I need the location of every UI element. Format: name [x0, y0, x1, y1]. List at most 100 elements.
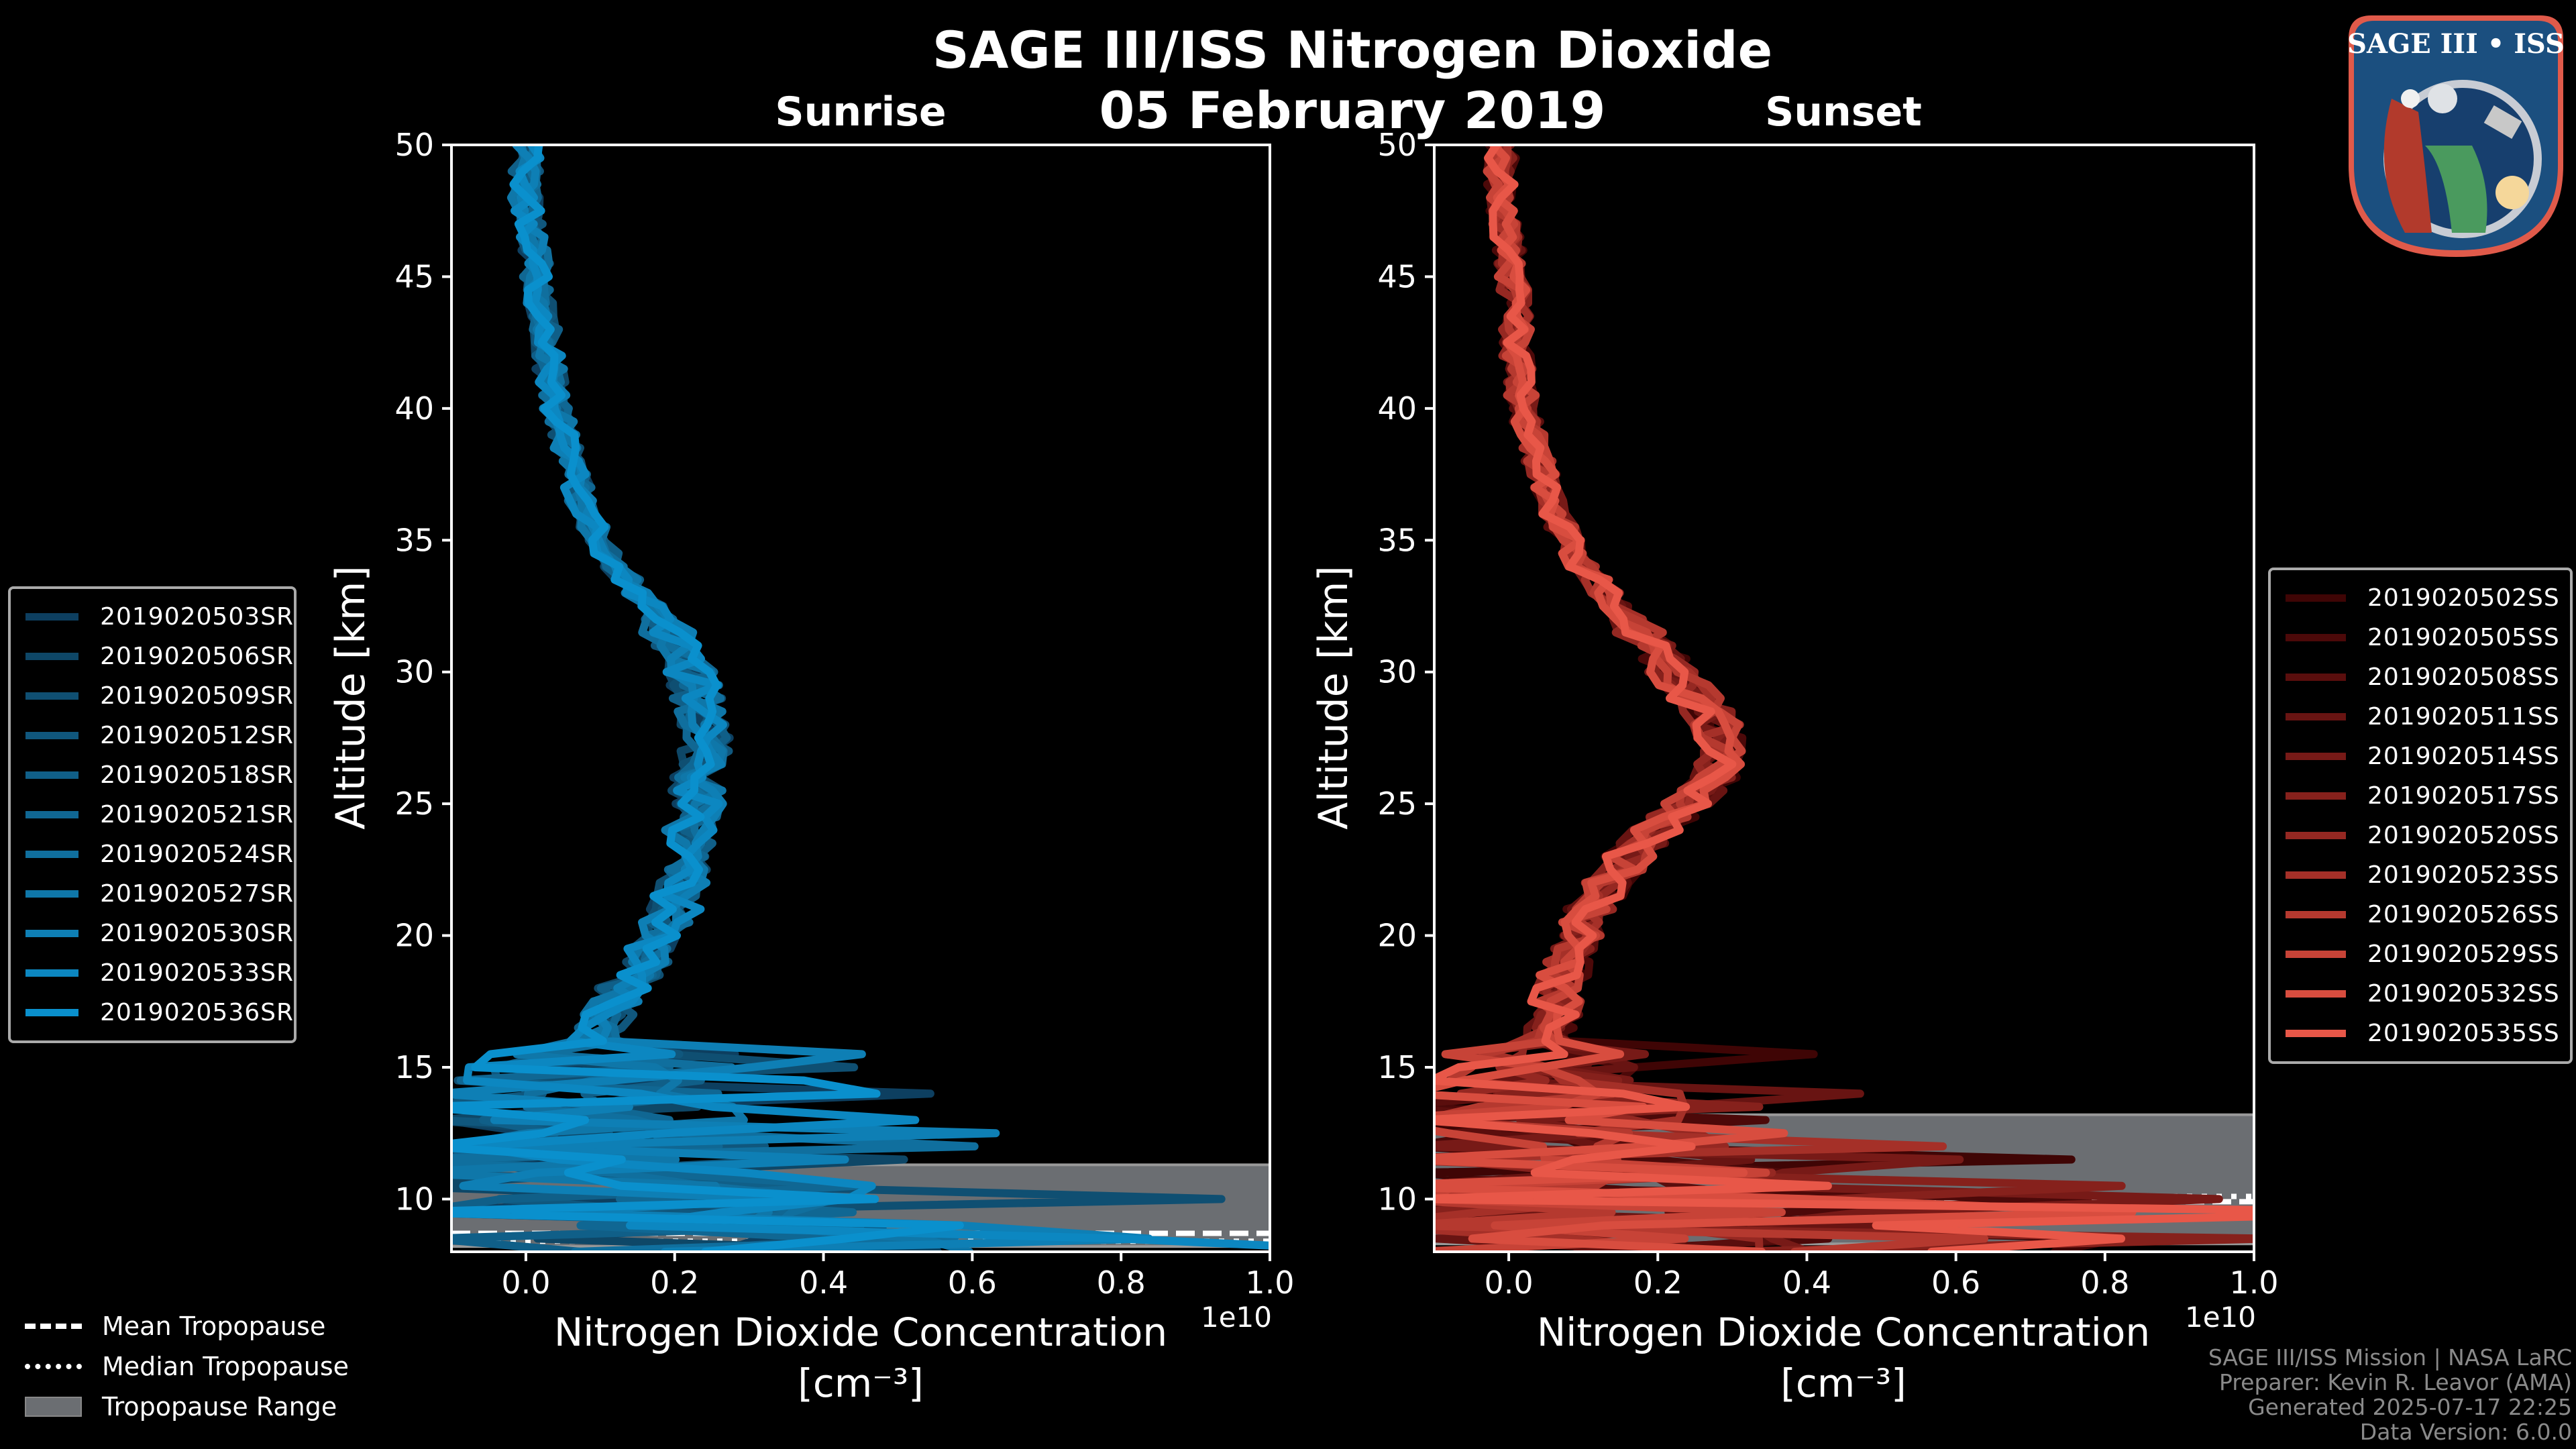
legend-item: 2019020505SS: [2271, 618, 2570, 657]
legend-label: 2019020503SR: [100, 603, 294, 631]
y-tick-label: 20: [1377, 918, 1417, 954]
date-title: 05 February 2019: [1099, 80, 1606, 140]
legend-label: 2019020508SS: [2367, 663, 2560, 691]
legend-item: 2019020509SR: [11, 676, 294, 716]
legend-line-swatch: [2286, 871, 2346, 879]
y-tick-label: 45: [1377, 258, 1417, 294]
sunrise-legend: 2019020503SR 2019020506SR 2019020509SR 2019…: [8, 586, 297, 1043]
legend-item: 2019020514SS: [2271, 737, 2570, 776]
y-tick-label: 40: [1377, 390, 1417, 427]
y-tick-label: 50: [394, 127, 434, 163]
legend-item: 2019020508SS: [2271, 657, 2570, 697]
legend-item: 2019020527SR: [11, 874, 294, 914]
legend-item: 2019020518SR: [11, 755, 294, 795]
legend-label: 2019020536SR: [100, 999, 294, 1026]
credit-version: Data Version: 6.0.0: [2359, 1419, 2572, 1445]
legend-item: 2019020526SS: [2271, 895, 2570, 934]
legend-label: 2019020526SS: [2367, 901, 2560, 928]
y-tick-label: 20: [394, 918, 434, 954]
x-tick-label: 0.2: [650, 1265, 699, 1301]
legend-label: 2019020521SR: [100, 801, 294, 828]
y-tick-label: 35: [394, 522, 434, 558]
figure-title: SAGE III/ISS Nitrogen Dioxide: [932, 20, 1773, 80]
legend-line-swatch: [25, 653, 79, 660]
x-axis-units: [cm⁻³]: [1780, 1360, 1907, 1406]
legend-label: Tropopause Range: [102, 1392, 337, 1421]
profile-line-2019020533SR: [463, 145, 1270, 1250]
legend-line-swatch: [2286, 911, 2346, 918]
y-tick-label: 35: [1377, 522, 1417, 558]
legend-label: 2019020511SS: [2367, 703, 2560, 731]
axes-frame: [1433, 144, 2255, 1253]
legend-label: Median Tropopause: [102, 1352, 349, 1381]
gray-patch-swatch: [25, 1397, 82, 1417]
legend-median-tropopause: Median Tropopause: [25, 1352, 349, 1381]
x-tick-label: 0.4: [1782, 1265, 1831, 1301]
legend-line-swatch: [2286, 832, 2346, 839]
y-tick-label: 50: [1377, 127, 1417, 163]
legend-item: 2019020506SR: [11, 637, 294, 676]
legend-item: 2019020502SS: [2271, 578, 2570, 618]
legend-line-swatch: [25, 811, 79, 818]
x-axis-label: Nitrogen Dioxide Concentration: [554, 1309, 1167, 1355]
legend-label: 2019020505SS: [2367, 624, 2560, 651]
legend-label: 2019020509SR: [100, 682, 294, 710]
legend-label: 2019020518SR: [100, 761, 294, 789]
legend-item: 2019020533SR: [11, 953, 294, 993]
legend-line-swatch: [2286, 1030, 2346, 1037]
legend-line-swatch: [25, 851, 79, 858]
sunrise-title: Sunrise: [775, 89, 947, 136]
x-tick-label: 0.8: [2080, 1265, 2129, 1301]
x-axis-multiplier: 1e10: [1201, 1301, 1272, 1334]
legend-label: 2019020506SR: [100, 643, 294, 670]
legend-label: 2019020530SR: [100, 920, 294, 947]
sage-iii-iss-mission-logo: SAGE III • ISS: [2347, 15, 2565, 257]
plot-area: [451, 145, 1270, 1252]
legend-label: 2019020514SS: [2367, 743, 2560, 770]
legend-line-swatch: [2286, 634, 2346, 641]
legend-line-swatch: [25, 930, 79, 937]
profile-line-2019020536SR: [451, 145, 964, 1252]
y-axis-label: Altitude [km]: [327, 566, 374, 830]
profile-line-2019020535SS: [1434, 145, 2254, 1252]
legend-item: 2019020503SR: [11, 597, 294, 637]
legend-item: 2019020511SS: [2271, 697, 2570, 737]
y-axis-label: Altitude [km]: [1310, 566, 1357, 830]
legend-item: 2019020520SS: [2271, 816, 2570, 855]
legend-line-swatch: [2286, 951, 2346, 958]
legend-label: 2019020527SR: [100, 880, 294, 908]
x-tick-label: 0.0: [1485, 1265, 1534, 1301]
x-tick-label: 0.6: [1931, 1265, 1980, 1301]
legend-line-swatch: [25, 969, 79, 977]
legend-label: 2019020517SS: [2367, 782, 2560, 810]
legend-item: 2019020532SS: [2271, 974, 2570, 1014]
y-tick-label: 15: [1377, 1049, 1417, 1085]
svg-text:SAGE III • ISS: SAGE III • ISS: [2347, 28, 2565, 60]
legend-label: 2019020533SR: [100, 959, 294, 987]
legend-label: 2019020535SS: [2367, 1020, 2560, 1047]
legend-line-swatch: [2286, 594, 2346, 602]
legend-label: 2019020529SS: [2367, 941, 2560, 968]
sunset-title: Sunset: [1765, 89, 1922, 136]
legend-label: 2019020520SS: [2367, 822, 2560, 849]
y-tick-label: 25: [394, 786, 434, 822]
legend-tropopause-range: Tropopause Range: [25, 1392, 337, 1421]
legend-line-swatch: [2286, 674, 2346, 681]
legend-label: 2019020523SS: [2367, 861, 2560, 889]
y-tick-label: 30: [1377, 654, 1417, 690]
legend-line-swatch: [2286, 753, 2346, 760]
legend-line-swatch: [2286, 792, 2346, 800]
legend-line-swatch: [25, 732, 79, 739]
dotted-line-swatch: [25, 1364, 82, 1369]
sunset-legend: 2019020502SS 2019020505SS 2019020508SS 2019…: [2268, 568, 2573, 1064]
sunrise-panel: 0.0 0.2 0.4 0.6 0.8 1.0 10 15 20 25 30 35 40 45 50 1e10…: [327, 127, 1295, 1406]
credit-preparer: Preparer: Kevin R. Leavor (AMA): [2219, 1369, 2572, 1395]
legend-line-swatch: [25, 692, 79, 700]
legend-label: 2019020512SR: [100, 722, 294, 749]
legend-line-swatch: [2286, 713, 2346, 720]
legend-item: 2019020517SS: [2271, 776, 2570, 816]
x-tick-label: 1.0: [2229, 1265, 2278, 1301]
legend-mean-tropopause: Mean Tropopause: [25, 1311, 325, 1341]
sunset-panel: 0.0 0.2 0.4 0.6 0.8 1.0 10 15 20 25 30 35 40 45 50 1e10…: [1310, 127, 2279, 1406]
